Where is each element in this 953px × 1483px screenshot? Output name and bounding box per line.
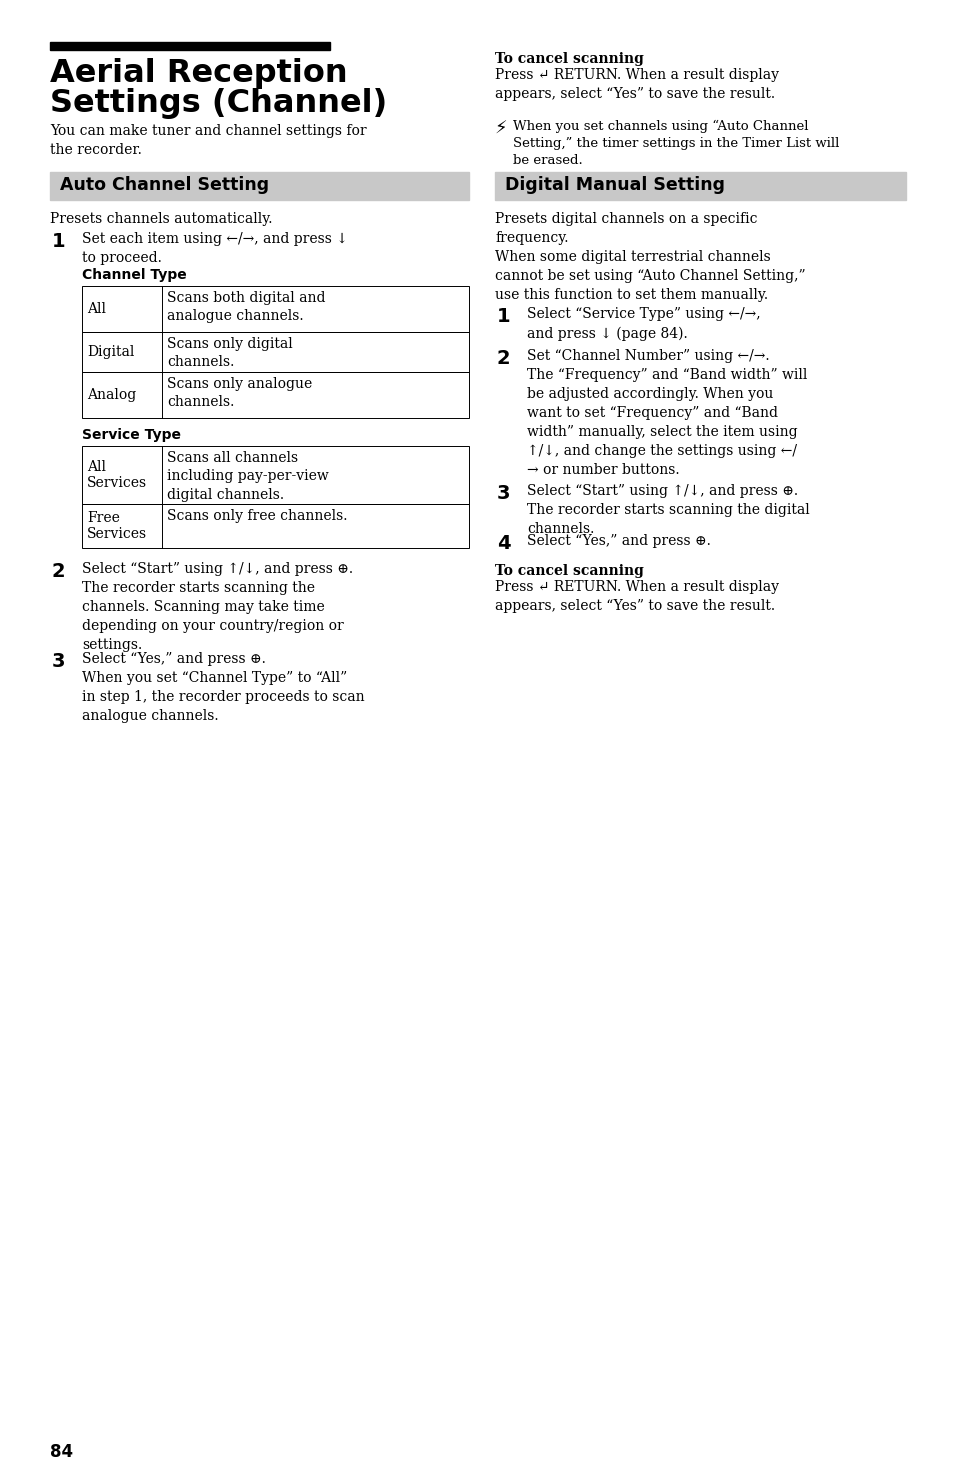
Text: ⚡: ⚡: [495, 120, 507, 138]
Text: All
Services: All Services: [87, 460, 147, 489]
Bar: [82, 286, 469, 332]
Text: All: All: [87, 303, 106, 316]
Bar: [82, 332, 469, 372]
Text: Digital Manual Setting: Digital Manual Setting: [504, 176, 724, 194]
Text: Set each item using ←/→, and press ↓
to proceed.: Set each item using ←/→, and press ↓ to …: [82, 231, 348, 265]
Text: Auto Channel Setting: Auto Channel Setting: [60, 176, 269, 194]
Text: Select “Start” using ↑/↓, and press ⊕.
The recorder starts scanning the digital
: Select “Start” using ↑/↓, and press ⊕. T…: [526, 483, 809, 535]
Bar: [50, 172, 469, 200]
Text: Scans only analogue
channels.: Scans only analogue channels.: [167, 377, 312, 409]
Text: 3: 3: [52, 653, 66, 670]
Text: Digital: Digital: [87, 346, 134, 359]
Text: 2: 2: [52, 562, 66, 581]
Text: Scans only free channels.: Scans only free channels.: [167, 509, 347, 523]
Text: Select “Yes,” and press ⊕.
When you set “Channel Type” to “All”
in step 1, the r: Select “Yes,” and press ⊕. When you set …: [82, 653, 364, 722]
Text: To cancel scanning: To cancel scanning: [495, 52, 643, 67]
Text: 3: 3: [497, 483, 510, 503]
Text: Set “Channel Number” using ←/→.
The “Frequency” and “Band width” will
be adjuste: Set “Channel Number” using ←/→. The “Fre…: [526, 349, 806, 476]
Bar: [82, 446, 469, 504]
Text: Select “Start” using ↑/↓, and press ⊕.
The recorder starts scanning the
channels: Select “Start” using ↑/↓, and press ⊕. T…: [82, 562, 353, 653]
Text: Scans all channels
including pay-per-view
digital channels.: Scans all channels including pay-per-vie…: [167, 451, 329, 501]
Text: 1: 1: [497, 307, 510, 326]
Bar: [50, 42, 330, 50]
Text: You can make tuner and channel settings for
the recorder.: You can make tuner and channel settings …: [50, 125, 366, 157]
Text: Service Type: Service Type: [82, 429, 181, 442]
Text: 2: 2: [497, 349, 510, 368]
Text: Analog: Analog: [87, 389, 136, 402]
Text: When you set channels using “Auto Channel
Setting,” the timer settings in the Ti: When you set channels using “Auto Channe…: [513, 120, 839, 168]
Text: Press ↵ RETURN. When a result display
appears, select “Yes” to save the result.: Press ↵ RETURN. When a result display ap…: [495, 580, 779, 612]
Text: Settings (Channel): Settings (Channel): [50, 87, 387, 119]
Text: 84: 84: [50, 1443, 73, 1461]
Text: 1: 1: [52, 231, 66, 251]
Text: Scans both digital and
analogue channels.: Scans both digital and analogue channels…: [167, 291, 325, 323]
Text: Select “Service Type” using ←/→,
and press ↓ (page 84).: Select “Service Type” using ←/→, and pre…: [526, 307, 760, 341]
Text: Press ↵ RETURN. When a result display
appears, select “Yes” to save the result.: Press ↵ RETURN. When a result display ap…: [495, 68, 779, 101]
Text: Select “Yes,” and press ⊕.: Select “Yes,” and press ⊕.: [526, 534, 710, 549]
Text: Free
Services: Free Services: [87, 512, 147, 541]
Text: Channel Type: Channel Type: [82, 268, 187, 282]
Bar: [82, 372, 469, 418]
Text: Scans only digital
channels.: Scans only digital channels.: [167, 337, 293, 369]
Text: Presets channels automatically.: Presets channels automatically.: [50, 212, 273, 225]
Text: Presets digital channels on a specific
frequency.
When some digital terrestrial : Presets digital channels on a specific f…: [495, 212, 804, 303]
Bar: [82, 504, 469, 549]
Text: 4: 4: [497, 534, 510, 553]
Text: To cancel scanning: To cancel scanning: [495, 564, 643, 578]
Text: Aerial Reception: Aerial Reception: [50, 58, 347, 89]
Bar: [495, 172, 905, 200]
